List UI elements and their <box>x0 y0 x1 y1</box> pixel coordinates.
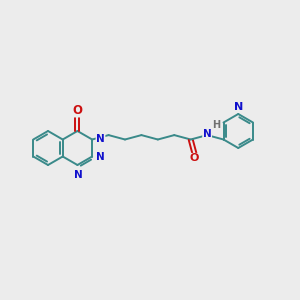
Text: N: N <box>203 129 212 139</box>
Text: N: N <box>96 134 105 143</box>
Text: O: O <box>190 154 199 164</box>
Text: O: O <box>72 104 82 117</box>
Text: H: H <box>212 120 220 130</box>
Text: N: N <box>234 102 243 112</box>
Text: N: N <box>74 170 83 180</box>
Text: N: N <box>96 152 105 163</box>
